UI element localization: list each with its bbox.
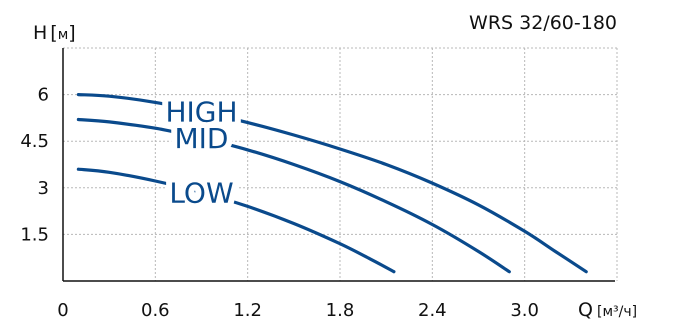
y-axis-label: H	[33, 22, 47, 44]
curve-label-high: HIGH	[165, 96, 237, 129]
x-tick-label: 1.8	[326, 300, 355, 321]
y-tick-label: 4.5	[20, 131, 49, 152]
x-tick-labels: 0 0.6 1.2 1.8 2.4 3.0	[57, 300, 539, 321]
y-unit-open-bracket: [	[50, 22, 57, 44]
y-tick-labels: 1.5 3 4.5 6	[20, 85, 49, 246]
axes	[62, 48, 615, 282]
x-unit-open-bracket: [	[597, 304, 602, 320]
y-tick-label: 3	[38, 178, 49, 199]
x-tick-label: 3.0	[510, 300, 539, 321]
curve-mid	[76, 117, 511, 274]
x-axis-label: Q	[578, 299, 593, 321]
x-tick-label: 2.4	[418, 300, 447, 321]
y-axis-unit: м	[58, 27, 69, 43]
curves	[76, 93, 588, 274]
curve-label-low: LOW	[169, 176, 233, 209]
grid	[63, 47, 618, 281]
y-unit-close-bracket: ]	[68, 22, 75, 44]
x-axis-unit: м³/ч	[602, 304, 631, 320]
curve-high	[76, 93, 588, 274]
y-tick-label: 6	[38, 85, 49, 106]
curve-low	[76, 167, 396, 274]
x-axis-title: Q [м³/ч]	[578, 299, 637, 321]
x-tick-label: 1.2	[233, 300, 262, 321]
x-tick-label: 0.6	[141, 300, 170, 321]
curve-label-mid: MID	[175, 122, 229, 155]
x-unit-close-bracket: ]	[632, 304, 637, 320]
x-tick-label: 0	[57, 300, 68, 321]
chart-title: WRS 32/60-180	[469, 12, 617, 34]
y-tick-label: 1.5	[20, 224, 49, 245]
y-axis-title: H [м]	[33, 22, 76, 44]
